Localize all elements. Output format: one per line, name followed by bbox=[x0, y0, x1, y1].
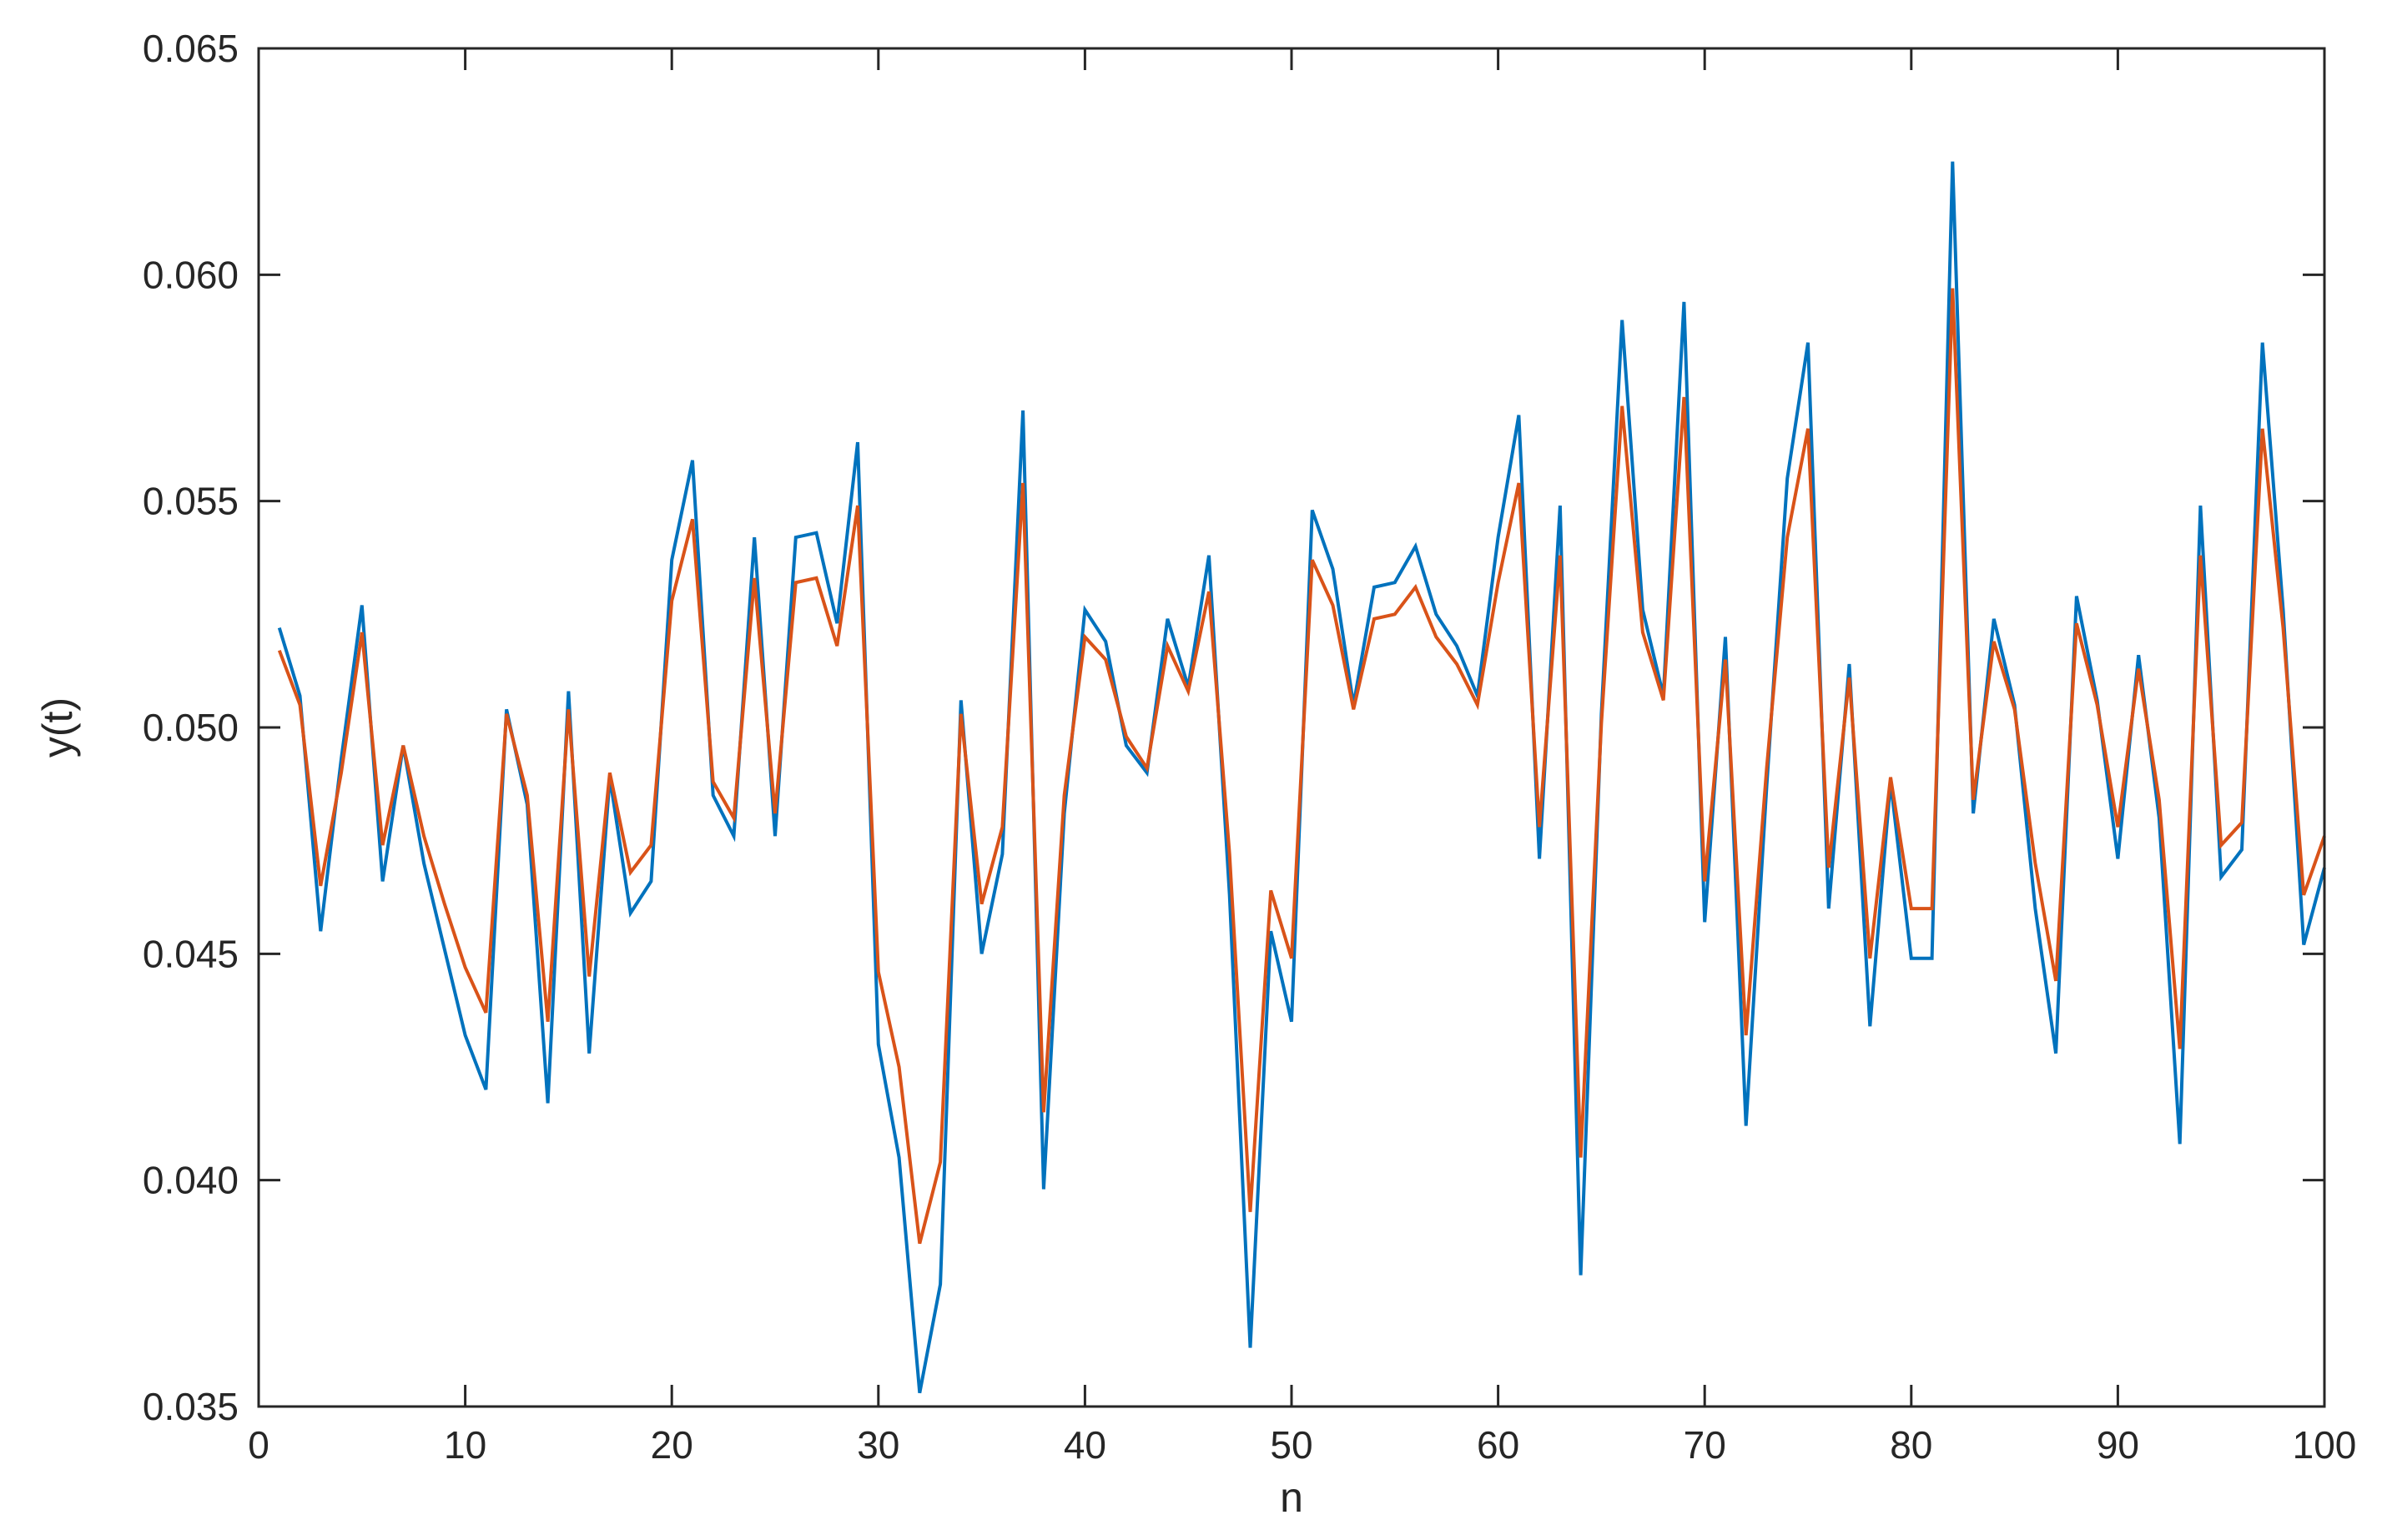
y-tick-label: 0.040 bbox=[143, 1159, 239, 1202]
y-tick-label: 0.050 bbox=[143, 706, 239, 749]
y-tick-label: 0.065 bbox=[143, 27, 239, 70]
y-tick-label: 0.035 bbox=[143, 1385, 239, 1428]
x-tick-label: 90 bbox=[2097, 1423, 2139, 1467]
y-tick-label: 0.060 bbox=[143, 253, 239, 296]
series-layer bbox=[277, 161, 2326, 1394]
axes-box bbox=[257, 47, 2326, 1408]
x-tick-label: 70 bbox=[1684, 1423, 1726, 1467]
x-tick-label: 40 bbox=[1064, 1423, 1106, 1467]
x-tick-label: 50 bbox=[1270, 1423, 1312, 1467]
x-axis-title: n bbox=[1280, 1474, 1303, 1521]
y-tick-labels: 0.035 0.040 0.045 0.050 0.055 0.060 0.065 bbox=[143, 27, 239, 1428]
x-tick-label: 60 bbox=[1477, 1423, 1519, 1467]
y-axis-title: y(t) bbox=[34, 697, 81, 757]
x-tick-label: 80 bbox=[1890, 1423, 1932, 1467]
x-tick-label: 10 bbox=[444, 1423, 486, 1467]
x-tick-label: 0 bbox=[248, 1423, 269, 1467]
x-tick-label: 100 bbox=[2293, 1423, 2357, 1467]
x-tick-label: 30 bbox=[857, 1423, 899, 1467]
y-tick-label: 0.045 bbox=[143, 932, 239, 975]
y-tick-label: 0.055 bbox=[143, 480, 239, 523]
x-tick-label: 20 bbox=[651, 1423, 693, 1467]
series-line-2 bbox=[277, 288, 2326, 1245]
x-tick-labels: 0 10 20 30 40 50 60 70 80 90 100 bbox=[248, 1423, 2356, 1467]
